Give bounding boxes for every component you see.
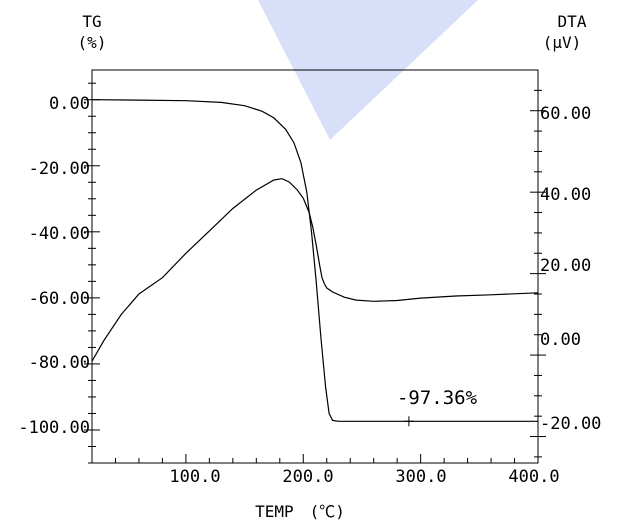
left-tick-label-3: -60.00 [29,289,90,309]
right-tick-label-1: 40.00 [540,185,591,205]
right-tick-label-0: 60.00 [540,104,591,124]
right-tick-label-4: -20.00 [540,414,601,434]
annotation-marker [403,416,414,427]
right-tick-label-2: 20.00 [540,256,591,276]
tg-curve [91,99,538,422]
left-tick-label-4: -80.00 [29,353,90,373]
annotation-label: -97.36% [397,387,478,409]
x-tick-label-400: 400.0 [508,467,559,487]
x-tick-label-300: 300.0 [395,467,446,487]
plot-frame [91,69,539,464]
left-tick-label-5: -100.00 [18,418,90,438]
tick-marks [84,82,546,464]
x-tick-label-100: 100.0 [169,467,220,487]
right-axis-label-line1: DTA [558,12,587,31]
x-axis-label: TEMP (℃) [255,502,345,521]
left-tick-label-1: -20.00 [29,159,90,179]
left-tick-label-0: 0.00 [49,94,90,114]
left-axis-label-line2: (%) [78,33,107,52]
dta-curve [91,178,539,362]
x-tick-label-200: 200.0 [282,467,333,487]
right-axis-label-line2: (μV) [543,33,582,52]
left-tick-label-2: -40.00 [29,224,90,244]
left-axis-label-line1: TG [82,12,101,31]
right-tick-label-3: 0.00 [540,330,581,350]
